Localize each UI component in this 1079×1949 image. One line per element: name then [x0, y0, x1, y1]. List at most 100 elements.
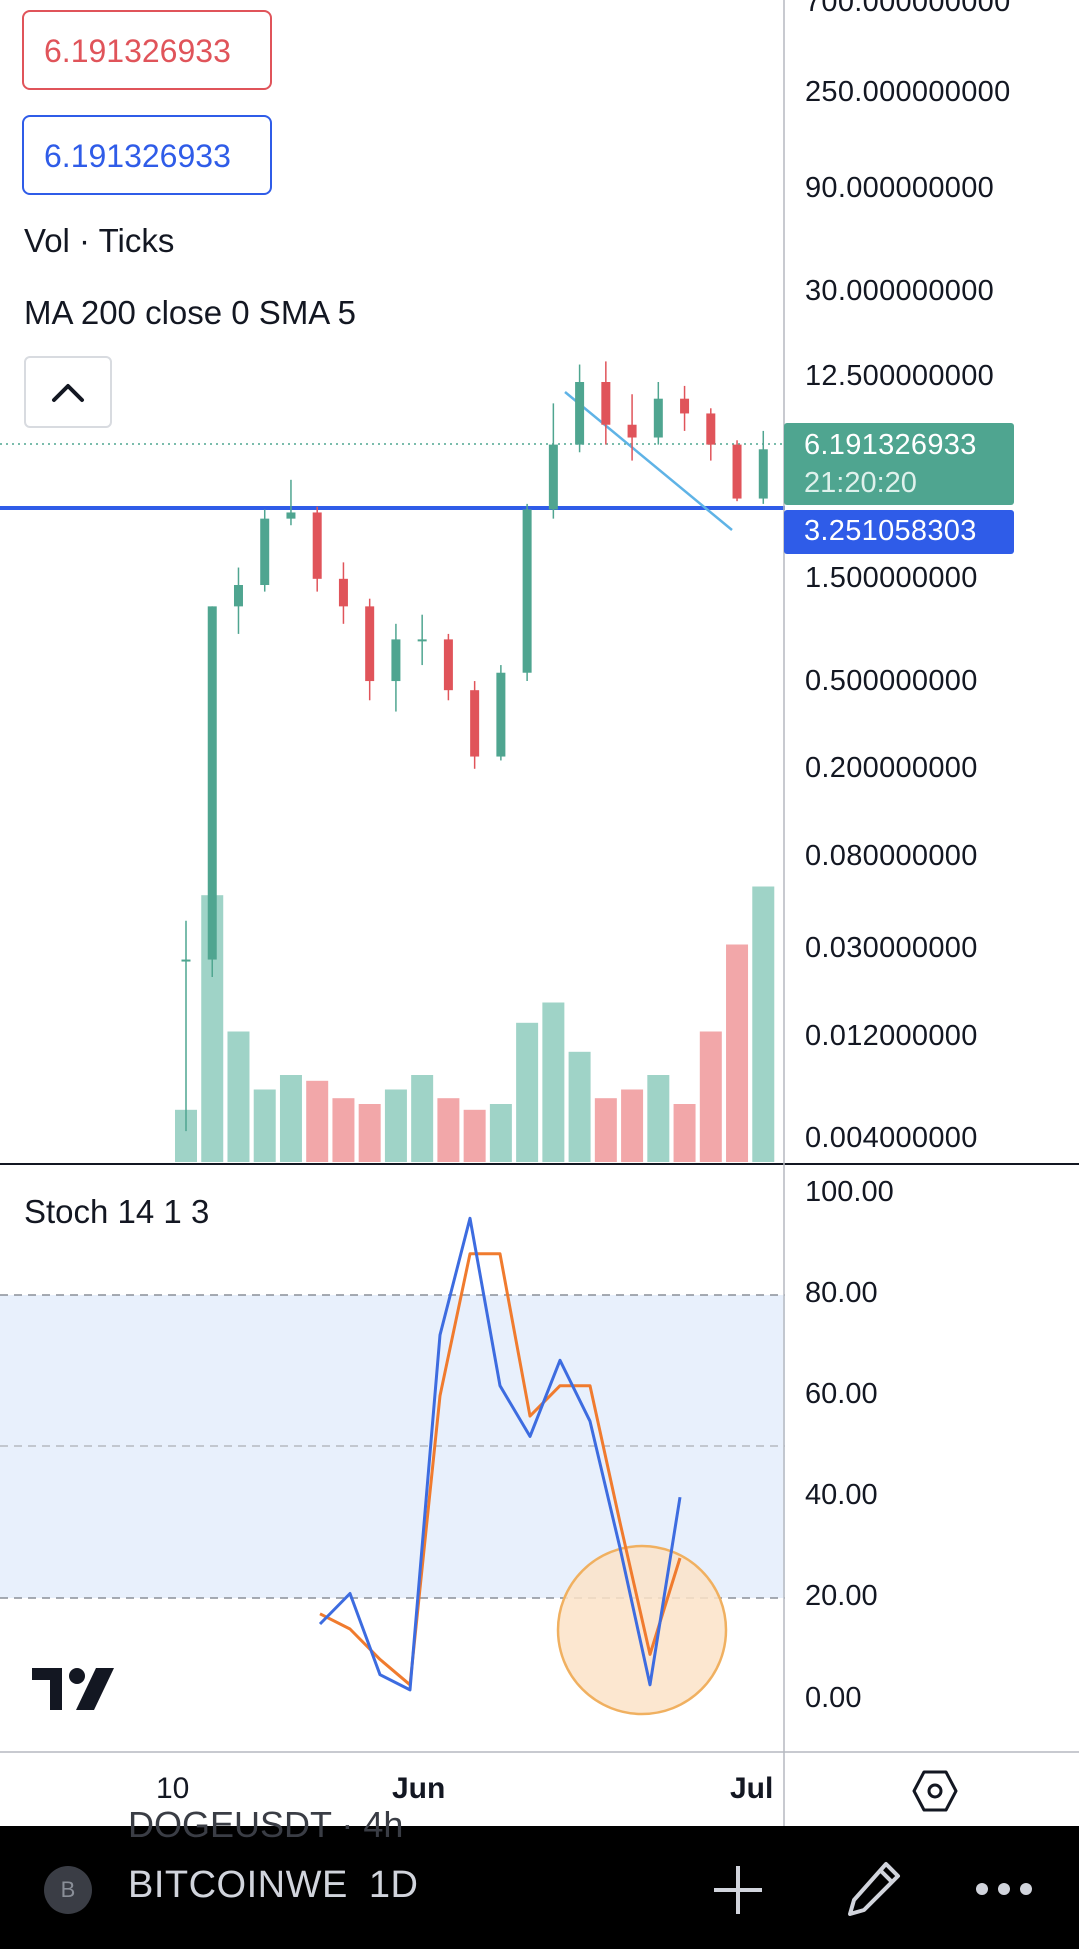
stoch-k-line [318, 1216, 682, 1692]
stoch-legend[interactable]: Stoch 14 1 3 [24, 1193, 210, 1230]
time-axis-label: 10 [156, 1772, 190, 1805]
price-box-blue: 6.191326933 [22, 115, 272, 195]
candle-body [522, 509, 532, 673]
candle [207, 606, 217, 978]
ma-legend[interactable]: MA 200 close 0 SMA 5 [24, 294, 357, 331]
candle-body [207, 606, 217, 960]
candle-body [627, 424, 637, 438]
price-axis-label: 12.500000000 [805, 360, 995, 392]
candle [443, 633, 453, 701]
volume-bar [673, 1104, 696, 1162]
candle [233, 567, 243, 634]
candle [732, 440, 742, 502]
price-axis-label: 0.200000000 [805, 752, 978, 784]
add-button[interactable] [712, 1864, 764, 1916]
pencil-icon [848, 1862, 900, 1916]
volume-legend[interactable]: Vol · Ticks [24, 222, 175, 259]
volume-bar [568, 1051, 591, 1162]
trend-line-drawing [564, 391, 733, 531]
price-axis-label: 0.080000000 [805, 840, 978, 872]
stoch-axis-label: 40.00 [805, 1479, 878, 1511]
candle [706, 408, 716, 461]
candle-body [680, 398, 690, 414]
candle-body [548, 444, 558, 510]
volume-bars [175, 886, 775, 1162]
candle [312, 506, 322, 592]
candle [548, 403, 558, 519]
candle [338, 562, 348, 624]
volume-bar [516, 1022, 539, 1162]
last-price-value: 6.191326933 [804, 429, 977, 461]
candle-body [181, 959, 191, 962]
volume-bar [227, 1031, 250, 1162]
candle [575, 364, 585, 453]
candle-body [391, 639, 401, 682]
candle-body [706, 413, 716, 445]
volume-bar [201, 895, 224, 1162]
chart-settings-button[interactable] [910, 1766, 960, 1816]
symbol-selector[interactable]: BITCOINWE 1D [128, 1864, 418, 1907]
line-price-value: 3.251058303 [804, 515, 977, 547]
volume-bar [463, 1109, 486, 1162]
bar-countdown: 21:20:20 [804, 467, 917, 499]
volume-bar [726, 944, 749, 1162]
price-axis-label: 1.500000000 [805, 562, 978, 594]
volume-bar [384, 1089, 407, 1162]
candle-body [653, 398, 663, 438]
volume-bar [594, 1098, 617, 1162]
candle [286, 479, 296, 526]
price-axis-label: 250.000000000 [805, 76, 1011, 108]
time-axis-label: Jul [730, 1772, 774, 1805]
volume-bar [358, 1104, 381, 1162]
more-menu-button[interactable] [974, 1874, 1034, 1904]
tradingview-logo [32, 1668, 114, 1710]
volume-bar [621, 1089, 644, 1162]
more-dots-icon [976, 1883, 1032, 1895]
volume-bar [253, 1089, 276, 1162]
volume-bar [752, 886, 775, 1162]
volume-bar [175, 1109, 197, 1162]
candle-body [417, 639, 427, 642]
stoch-axis-label: 60.00 [805, 1378, 878, 1410]
candle-body [443, 639, 453, 691]
collapse-legend-button[interactable] [24, 356, 112, 428]
stoch-d-line [319, 1252, 682, 1687]
price-axis-label: 0.004000000 [805, 1122, 978, 1154]
interval-label: 1D [368, 1864, 419, 1906]
candle [417, 614, 427, 666]
candle [181, 920, 191, 1132]
last-price-tag: 6.191326933 21:20:20 [784, 423, 1014, 505]
candle-body [365, 606, 375, 682]
time-axis-label: Jun [392, 1772, 446, 1805]
volume-bar [437, 1098, 460, 1162]
candle [391, 623, 401, 712]
drawing-tools-button[interactable] [842, 1858, 904, 1920]
candle [680, 385, 690, 431]
candle [601, 361, 611, 445]
price-axis-label: 0.012000000 [805, 1020, 978, 1052]
highlight-circle-drawing [556, 1544, 728, 1716]
stoch-axis-label: 80.00 [805, 1277, 878, 1309]
candle [758, 430, 768, 504]
price-axis-label: 90.000000000 [805, 172, 995, 204]
candle [627, 394, 637, 461]
candle-body [496, 672, 506, 757]
candle-body [233, 585, 243, 607]
candle [522, 503, 532, 682]
stoch-axis-label: 20.00 [805, 1580, 878, 1612]
candle-body [286, 512, 296, 519]
volume-bar [542, 1002, 565, 1162]
volume-bar [699, 1031, 722, 1162]
price-axis-label: 0.030000000 [805, 932, 978, 964]
volume-bar [306, 1080, 329, 1162]
candle-body [470, 690, 480, 757]
price-chart-canvas[interactable] [0, 0, 1079, 1826]
volume-bar [411, 1075, 434, 1162]
candle [496, 665, 506, 761]
symbol-badge: B [44, 1866, 92, 1914]
candle-body [758, 449, 768, 499]
candle-body [575, 382, 585, 445]
candle [365, 598, 375, 701]
volume-bar [332, 1098, 355, 1162]
